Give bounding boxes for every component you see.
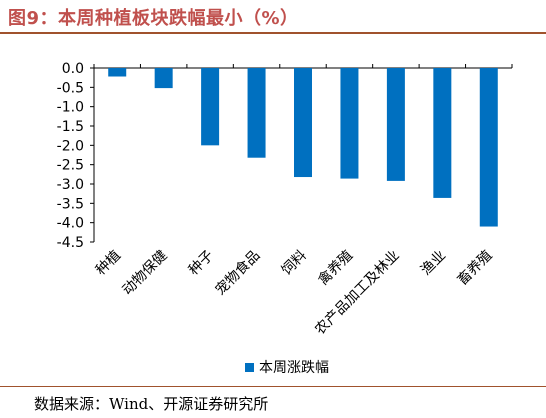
bar bbox=[201, 68, 220, 146]
bars bbox=[108, 68, 498, 227]
x-tick-label: 农产品加工及林业 bbox=[312, 248, 403, 339]
y-tick-label: -2.0 bbox=[57, 138, 84, 154]
legend-label: 本周涨跌幅 bbox=[259, 360, 329, 376]
x-tick-label: 渔业 bbox=[418, 248, 449, 279]
bar bbox=[247, 68, 266, 158]
bar bbox=[340, 68, 359, 179]
y-tick-label: -0.5 bbox=[57, 80, 84, 96]
bar bbox=[479, 68, 498, 227]
y-tick-label: -4.5 bbox=[57, 235, 84, 251]
chart-source: 数据来源：Wind、开源证券研究所 bbox=[34, 395, 269, 413]
bar-chart: 0.0-0.5-1.0-1.5-2.0-2.5-3.0-3.5-4.0-4.5 … bbox=[57, 61, 513, 376]
figure-title: 图9：本周种植板块跌幅最小（%） bbox=[8, 8, 299, 29]
title-divider bbox=[0, 32, 546, 34]
source-divider bbox=[0, 386, 546, 387]
y-tick-label: -2.5 bbox=[57, 158, 84, 174]
y-tick-label: -4.0 bbox=[57, 216, 84, 232]
bar bbox=[386, 68, 405, 181]
x-tick-label: 种子 bbox=[186, 248, 217, 279]
bar bbox=[108, 68, 127, 77]
x-tick-label: 饲料 bbox=[279, 248, 310, 279]
x-tick-label: 畜养殖 bbox=[454, 247, 496, 289]
bar bbox=[154, 68, 173, 89]
x-tick-label: 动物保健 bbox=[120, 248, 171, 299]
y-tick-label: -1.5 bbox=[57, 119, 84, 135]
bar bbox=[433, 68, 452, 198]
y-tick-label: -3.5 bbox=[57, 196, 84, 212]
x-tick-label: 种植 bbox=[93, 248, 124, 279]
y-tick-label: -3.0 bbox=[57, 177, 84, 193]
legend-swatch bbox=[245, 363, 254, 372]
x-tick-label: 宠物食品 bbox=[212, 247, 264, 299]
x-tick-label: 禽养殖 bbox=[315, 247, 357, 289]
y-tick-label: -1.0 bbox=[57, 100, 84, 116]
bar bbox=[294, 68, 312, 178]
legend: 本周涨跌幅 bbox=[245, 360, 329, 376]
y-tick-label: 0.0 bbox=[62, 61, 84, 77]
